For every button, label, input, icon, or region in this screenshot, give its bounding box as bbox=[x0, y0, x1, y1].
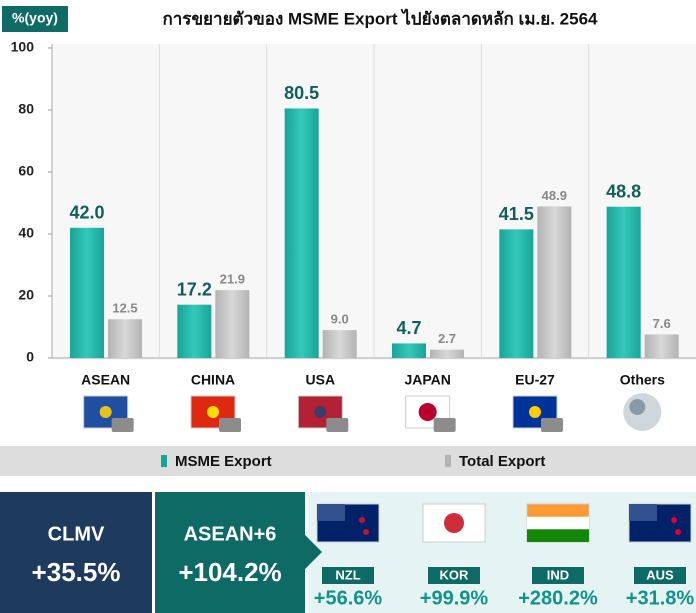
legend-swatch bbox=[161, 455, 167, 467]
value-label: 7.6 bbox=[653, 316, 671, 331]
x-tick-label: EU-27 bbox=[515, 372, 555, 388]
bar bbox=[392, 343, 426, 358]
group-name: ASEAN+6 bbox=[184, 523, 277, 545]
x-tick-label: CHINA bbox=[191, 372, 235, 388]
country-value: +280.2% bbox=[518, 587, 598, 609]
clmv-box bbox=[0, 492, 152, 613]
value-label: 41.5 bbox=[499, 204, 534, 224]
bar bbox=[70, 227, 104, 358]
icon bbox=[99, 406, 112, 418]
country-name: KOR bbox=[440, 567, 470, 582]
legend-label: Total Export bbox=[459, 453, 545, 470]
y-label-box bbox=[2, 6, 68, 32]
icon bbox=[433, 418, 456, 432]
y-tick-label: 20 bbox=[18, 287, 34, 303]
icon bbox=[111, 418, 134, 432]
bar bbox=[177, 304, 212, 358]
value-label: 21.9 bbox=[220, 272, 245, 287]
icon bbox=[326, 418, 349, 432]
y-tick-label: 60 bbox=[18, 163, 34, 179]
code-box bbox=[322, 567, 374, 584]
flag bbox=[444, 513, 464, 533]
x-tick-label: JAPAN bbox=[404, 372, 450, 388]
icon bbox=[314, 406, 327, 418]
icon bbox=[529, 406, 541, 418]
country-name: IND bbox=[547, 567, 569, 582]
bar bbox=[215, 290, 250, 358]
country-value: +31.8% bbox=[626, 587, 695, 609]
legend-label: MSME Export bbox=[175, 453, 272, 470]
value-label: 17.2 bbox=[177, 279, 212, 299]
value-label: 9.0 bbox=[331, 312, 349, 327]
x-tick-label: USA bbox=[306, 372, 336, 388]
flag bbox=[363, 529, 369, 535]
country-value: +56.6% bbox=[314, 587, 383, 609]
icon bbox=[418, 403, 437, 421]
bar bbox=[537, 206, 572, 358]
bar bbox=[322, 330, 357, 358]
legend-swatch bbox=[445, 455, 451, 467]
value-label: 80.5 bbox=[284, 83, 319, 103]
value-label: 48.8 bbox=[606, 181, 641, 201]
flag bbox=[527, 516, 589, 530]
value-label: 4.7 bbox=[396, 318, 421, 338]
value-label: 48.9 bbox=[542, 188, 567, 203]
value-label: 42.0 bbox=[69, 203, 104, 223]
bar bbox=[606, 206, 641, 358]
icon bbox=[629, 399, 646, 415]
country-name: NZL bbox=[335, 567, 360, 582]
group-name: CLMV bbox=[48, 523, 105, 545]
x-tick-label: ASEAN bbox=[81, 372, 130, 388]
flag bbox=[317, 504, 345, 521]
flag bbox=[671, 517, 677, 523]
code-box bbox=[634, 567, 686, 584]
country-name: AUS bbox=[646, 567, 674, 582]
group-value: +35.5% bbox=[32, 557, 121, 587]
flag bbox=[629, 504, 657, 521]
x-tick-label: Others bbox=[620, 372, 665, 388]
icon bbox=[541, 418, 563, 432]
y-tick-label: 40 bbox=[18, 225, 34, 241]
flag bbox=[359, 517, 365, 523]
country-value: +99.9% bbox=[420, 587, 489, 609]
icon bbox=[219, 418, 241, 432]
y-tick-label: 0 bbox=[26, 349, 34, 365]
arrow bbox=[305, 535, 322, 569]
asean6-box bbox=[155, 492, 305, 613]
y-tick-label: 80 bbox=[18, 101, 34, 117]
y-tick-label: 100 bbox=[11, 39, 35, 55]
code-box bbox=[428, 567, 480, 584]
bar bbox=[430, 349, 464, 358]
bar bbox=[108, 319, 142, 358]
value-label: 2.7 bbox=[438, 331, 456, 346]
bar bbox=[644, 334, 679, 358]
y-axis-label: %(yoy) bbox=[12, 10, 58, 26]
bar bbox=[499, 229, 534, 358]
flag bbox=[675, 529, 681, 535]
group-value: +104.2% bbox=[178, 557, 281, 587]
chart-title: การขยายตัวของ MSME Export ไปยังตลาดหลัก … bbox=[162, 8, 598, 28]
code-box bbox=[532, 567, 584, 584]
value-label: 12.5 bbox=[112, 301, 137, 316]
icon bbox=[207, 406, 219, 418]
legend-strip bbox=[0, 446, 696, 476]
flag bbox=[527, 529, 589, 542]
bar bbox=[284, 108, 319, 358]
